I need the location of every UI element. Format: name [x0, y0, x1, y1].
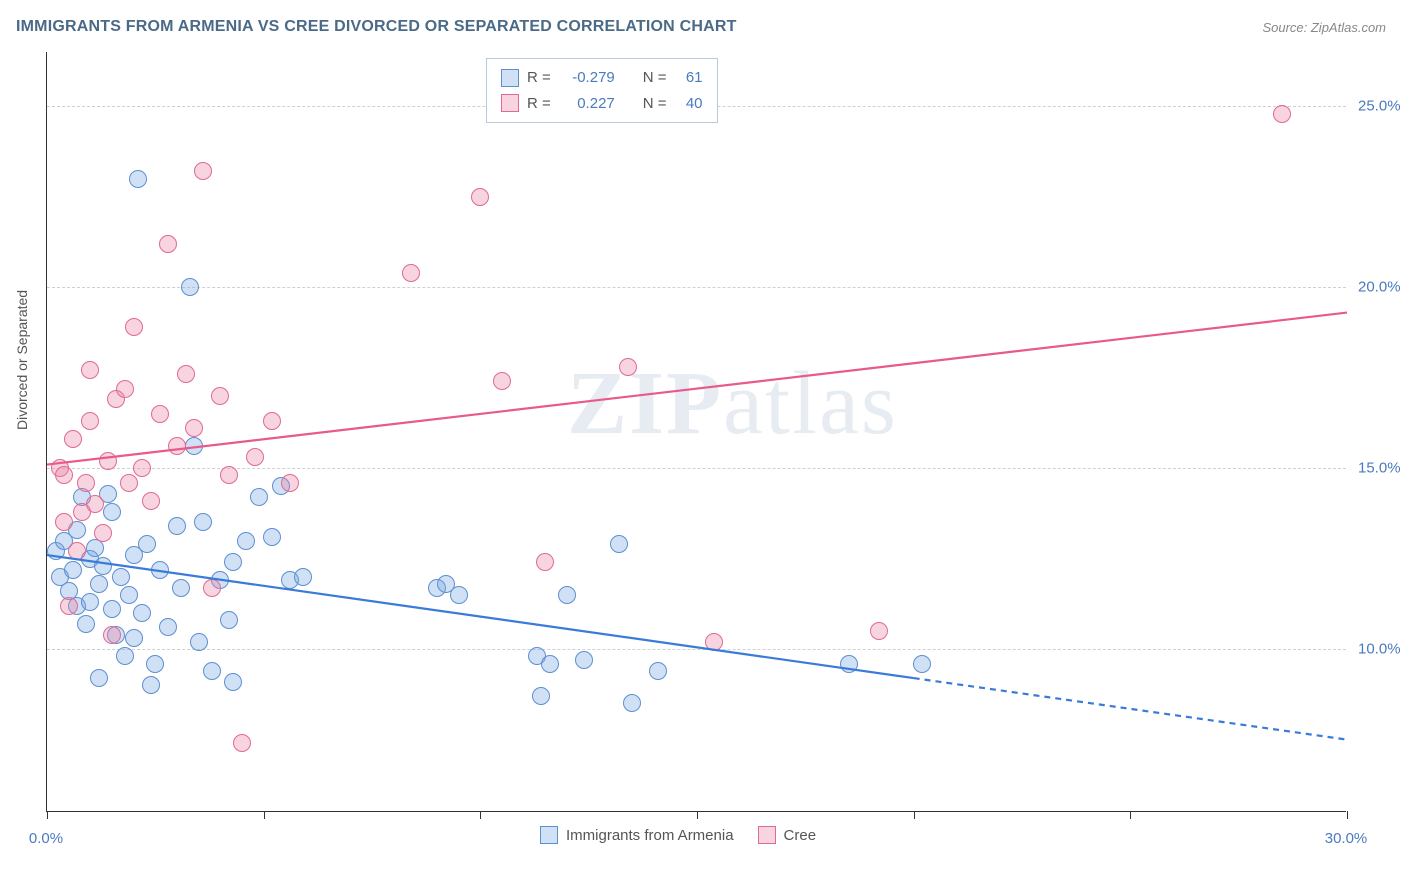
y-tick-label: 20.0% [1358, 279, 1401, 296]
y-tick-label: 10.0% [1358, 641, 1401, 658]
legend-item: Immigrants from Armenia [540, 826, 734, 844]
legend-swatch [540, 826, 558, 844]
x-tick [1130, 811, 1131, 819]
x-tick [480, 811, 481, 819]
r-value: -0.279 [559, 65, 615, 91]
legend-item: Cree [758, 826, 817, 844]
trend-lines [47, 52, 1347, 812]
legend-correlation: R = -0.279 N = 61 R = 0.227 N = 40 [486, 58, 718, 123]
x-tick [697, 811, 698, 819]
x-tick [264, 811, 265, 819]
x-tick [914, 811, 915, 819]
legend-swatch [758, 826, 776, 844]
x-tick [1347, 811, 1348, 819]
correlation-chart: IMMIGRANTS FROM ARMENIA VS CREE DIVORCED… [0, 0, 1406, 892]
plot-area: ZIPatlas [46, 52, 1346, 812]
n-value: 40 [675, 91, 703, 117]
legend-label: Immigrants from Armenia [566, 827, 734, 844]
legend-row: R = 0.227 N = 40 [501, 91, 703, 117]
x-tick-label: 30.0% [1325, 830, 1368, 847]
legend-swatch [501, 69, 519, 87]
y-axis-label: Divorced or Separated [14, 290, 30, 430]
legend-swatch [501, 94, 519, 112]
source-text: Source: ZipAtlas.com [1262, 20, 1386, 35]
x-tick [47, 811, 48, 819]
legend-series: Immigrants from Armenia Cree [540, 826, 816, 844]
r-value: 0.227 [559, 91, 615, 117]
chart-title: IMMIGRANTS FROM ARMENIA VS CREE DIVORCED… [16, 18, 737, 36]
y-tick-label: 25.0% [1358, 98, 1401, 115]
n-value: 61 [675, 65, 703, 91]
legend-row: R = -0.279 N = 61 [501, 65, 703, 91]
n-label: N = [643, 91, 667, 117]
legend-label: Cree [784, 827, 817, 844]
n-label: N = [643, 65, 667, 91]
r-label: R = [527, 65, 551, 91]
r-label: R = [527, 91, 551, 117]
x-tick-label: 0.0% [29, 830, 63, 847]
y-tick-label: 15.0% [1358, 460, 1401, 477]
